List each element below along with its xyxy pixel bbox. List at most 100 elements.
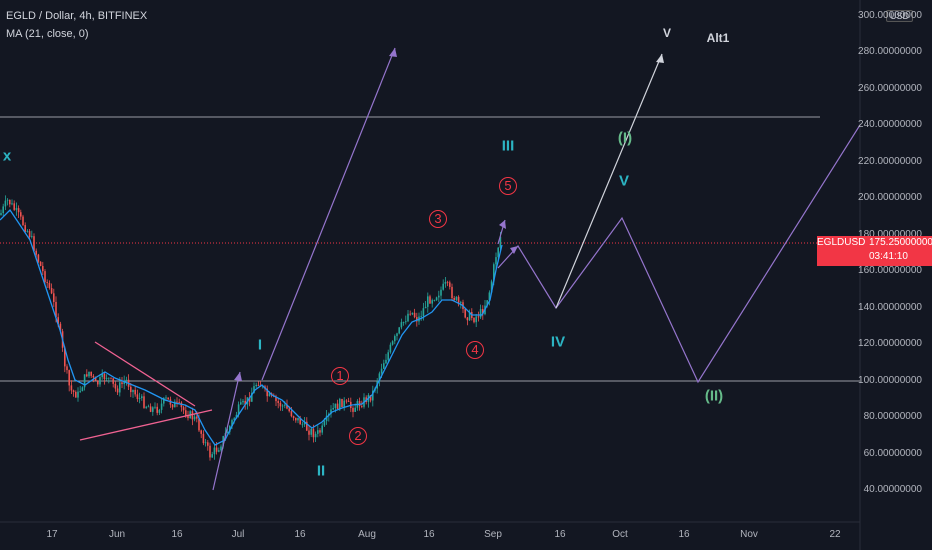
candle-body — [284, 404, 286, 406]
candle-body — [55, 301, 57, 318]
wave-label-alt-v[interactable]: V — [662, 26, 672, 40]
candle-body — [330, 409, 332, 414]
wave-label-big-one[interactable]: (I) — [617, 129, 633, 147]
candle-body — [154, 406, 156, 408]
price-axis-label: 120.00000000 — [858, 338, 922, 350]
arrowhead — [234, 372, 242, 381]
candle-body — [312, 428, 315, 438]
candle-body — [431, 300, 433, 304]
candle-body — [72, 390, 75, 392]
candle-body — [4, 200, 7, 207]
wave-label-alt1[interactable]: Alt1 — [706, 31, 730, 45]
candle-body — [482, 309, 484, 315]
candle-body — [90, 371, 92, 376]
candle-body — [466, 317, 469, 321]
wave-label-v[interactable]: V — [618, 172, 630, 190]
wave-label-5[interactable]: 5 — [499, 177, 517, 195]
time-axis-label: 16 — [678, 529, 690, 540]
candle-body — [202, 433, 205, 444]
candle-body — [152, 407, 154, 412]
candle-body — [66, 366, 68, 371]
candle-body — [308, 430, 310, 435]
candle-body — [488, 292, 491, 301]
price-axis-label: 160.00000000 — [858, 265, 922, 277]
candle-body — [132, 389, 134, 393]
candle-body — [147, 406, 150, 408]
price-axis-label: 140.00000000 — [858, 301, 922, 313]
candle-body — [17, 208, 20, 213]
wave-label-1[interactable]: 1 — [331, 367, 349, 385]
wave-label-big-two[interactable]: (II) — [704, 387, 724, 405]
candle-body — [383, 363, 385, 369]
candle-body — [416, 317, 418, 322]
candle-body — [114, 383, 117, 389]
candle-body — [112, 378, 114, 384]
wave-label-3[interactable]: 3 — [429, 210, 447, 228]
wave-iii-projection[interactable] — [261, 47, 396, 381]
candle-body — [424, 306, 427, 309]
alt1-projection[interactable] — [555, 53, 663, 309]
wave-label-iii[interactable]: III — [501, 137, 515, 155]
candle-body — [130, 386, 132, 393]
candle-body — [251, 393, 253, 402]
candle-body — [187, 415, 189, 419]
candle-body — [473, 317, 475, 323]
candle-body — [499, 236, 502, 248]
candle-body — [193, 416, 196, 420]
candle-body — [325, 415, 328, 422]
candle-body — [235, 414, 238, 419]
candle-body — [435, 297, 438, 301]
candle-body — [97, 380, 99, 385]
price-axis-label: 300.00000000 — [858, 10, 922, 21]
wave-i-projection[interactable] — [212, 371, 241, 491]
wave-label-4[interactable]: 4 — [466, 341, 484, 359]
candle-body — [268, 393, 271, 397]
wave-label-x[interactable]: x — [2, 147, 12, 165]
candle-body — [336, 403, 339, 410]
candle-body — [460, 302, 462, 304]
price-axis-label: 280.00000000 — [858, 46, 922, 58]
candle-body — [244, 400, 246, 405]
candle-body — [306, 421, 308, 431]
candle-body — [75, 391, 77, 398]
candle-body — [277, 401, 279, 403]
wave-label-ii[interactable]: II — [316, 462, 326, 480]
price-tag-value: 175.25000000 — [869, 237, 932, 248]
candle-body — [182, 407, 185, 411]
candle-body — [83, 374, 86, 388]
candle-body — [233, 418, 235, 421]
candle-body — [257, 384, 260, 386]
candle-body — [86, 374, 88, 377]
candle-body — [138, 398, 141, 399]
symbol-title[interactable]: EGLD / Dollar, 4h, BITFINEX — [6, 10, 148, 22]
indicator-legend[interactable]: MA (21, close, 0) — [6, 28, 89, 40]
candle-body — [145, 406, 147, 408]
candle-body — [229, 426, 231, 432]
candle-body — [35, 250, 37, 255]
time-axis-label: Jul — [231, 529, 245, 540]
candle-body — [143, 396, 145, 408]
price-axis-label: 200.00000000 — [858, 192, 922, 204]
candle-body — [468, 312, 471, 321]
wave-label-i[interactable]: I — [257, 336, 263, 354]
candle-body — [240, 402, 242, 405]
candle-body — [341, 398, 343, 407]
candle-body — [196, 416, 198, 419]
candle-body — [413, 312, 416, 318]
price-axis-label: 80.00000000 — [863, 411, 922, 423]
candle-body — [50, 288, 53, 294]
candle-body — [163, 398, 165, 404]
price-axis-label: 220.00000000 — [858, 155, 922, 167]
candle-body — [13, 203, 15, 210]
wave-label-2[interactable]: 2 — [349, 427, 367, 445]
candle-body — [345, 400, 348, 402]
candle-body — [464, 309, 466, 318]
candle-body — [314, 433, 317, 438]
wave-label-iv[interactable]: IV — [550, 333, 566, 351]
candle-body — [253, 386, 255, 394]
triangle-pattern-lower — [79, 409, 213, 441]
candle-body — [77, 391, 79, 398]
currency-badge[interactable]: USD — [886, 10, 914, 22]
candle-body — [288, 408, 290, 412]
